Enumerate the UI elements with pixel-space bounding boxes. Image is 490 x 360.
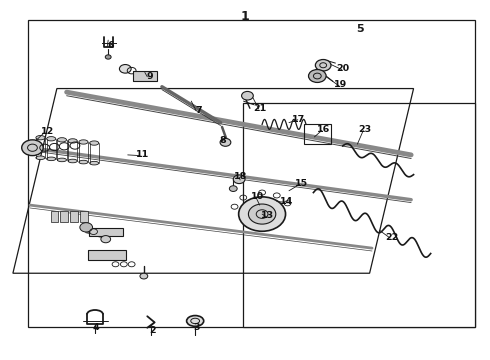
Ellipse shape — [90, 141, 99, 145]
Text: 20: 20 — [336, 64, 349, 73]
Text: 13: 13 — [260, 211, 273, 220]
Bar — [88, 250, 126, 260]
Bar — [60, 211, 68, 222]
Ellipse shape — [187, 316, 204, 326]
Text: 17: 17 — [292, 114, 305, 123]
Circle shape — [80, 223, 93, 232]
Text: 19: 19 — [334, 81, 347, 90]
Circle shape — [233, 175, 245, 184]
Text: 23: 23 — [358, 125, 371, 134]
Circle shape — [105, 55, 111, 59]
Bar — [70, 211, 78, 222]
Ellipse shape — [68, 139, 77, 143]
Ellipse shape — [79, 160, 88, 164]
Ellipse shape — [57, 138, 67, 142]
Text: 7: 7 — [196, 105, 202, 114]
Text: 21: 21 — [253, 104, 266, 113]
Ellipse shape — [36, 156, 45, 159]
Text: 16: 16 — [317, 125, 330, 134]
Bar — [89, 228, 123, 236]
Ellipse shape — [47, 157, 56, 161]
Circle shape — [309, 69, 326, 82]
Circle shape — [248, 204, 276, 224]
Text: 8: 8 — [220, 136, 226, 145]
Text: 5: 5 — [356, 24, 364, 34]
Text: 2: 2 — [149, 326, 155, 335]
Bar — [50, 211, 58, 222]
Ellipse shape — [47, 136, 56, 141]
Text: 22: 22 — [385, 233, 398, 242]
Circle shape — [120, 64, 131, 73]
Circle shape — [242, 91, 253, 100]
Text: 15: 15 — [294, 179, 308, 188]
Text: 3: 3 — [193, 323, 199, 332]
Bar — [80, 211, 88, 222]
Text: 6: 6 — [107, 41, 114, 50]
Bar — [304, 125, 331, 144]
Ellipse shape — [68, 159, 77, 163]
Bar — [243, 103, 475, 327]
Circle shape — [229, 186, 237, 192]
Text: 10: 10 — [251, 192, 264, 201]
Ellipse shape — [79, 140, 88, 144]
Text: 14: 14 — [280, 197, 293, 206]
Text: 1: 1 — [241, 10, 249, 23]
Text: 12: 12 — [41, 127, 54, 136]
Circle shape — [22, 140, 43, 156]
Text: 4: 4 — [93, 323, 99, 332]
Circle shape — [239, 197, 286, 231]
Circle shape — [101, 235, 111, 243]
Ellipse shape — [36, 135, 45, 140]
Bar — [27, 21, 475, 327]
Circle shape — [220, 138, 231, 146]
Ellipse shape — [57, 158, 67, 162]
Ellipse shape — [90, 161, 99, 165]
Text: 11: 11 — [136, 150, 149, 159]
Text: 18: 18 — [233, 172, 247, 181]
Bar — [133, 71, 157, 81]
Circle shape — [140, 273, 148, 279]
Circle shape — [316, 59, 331, 71]
Text: 9: 9 — [147, 72, 153, 81]
